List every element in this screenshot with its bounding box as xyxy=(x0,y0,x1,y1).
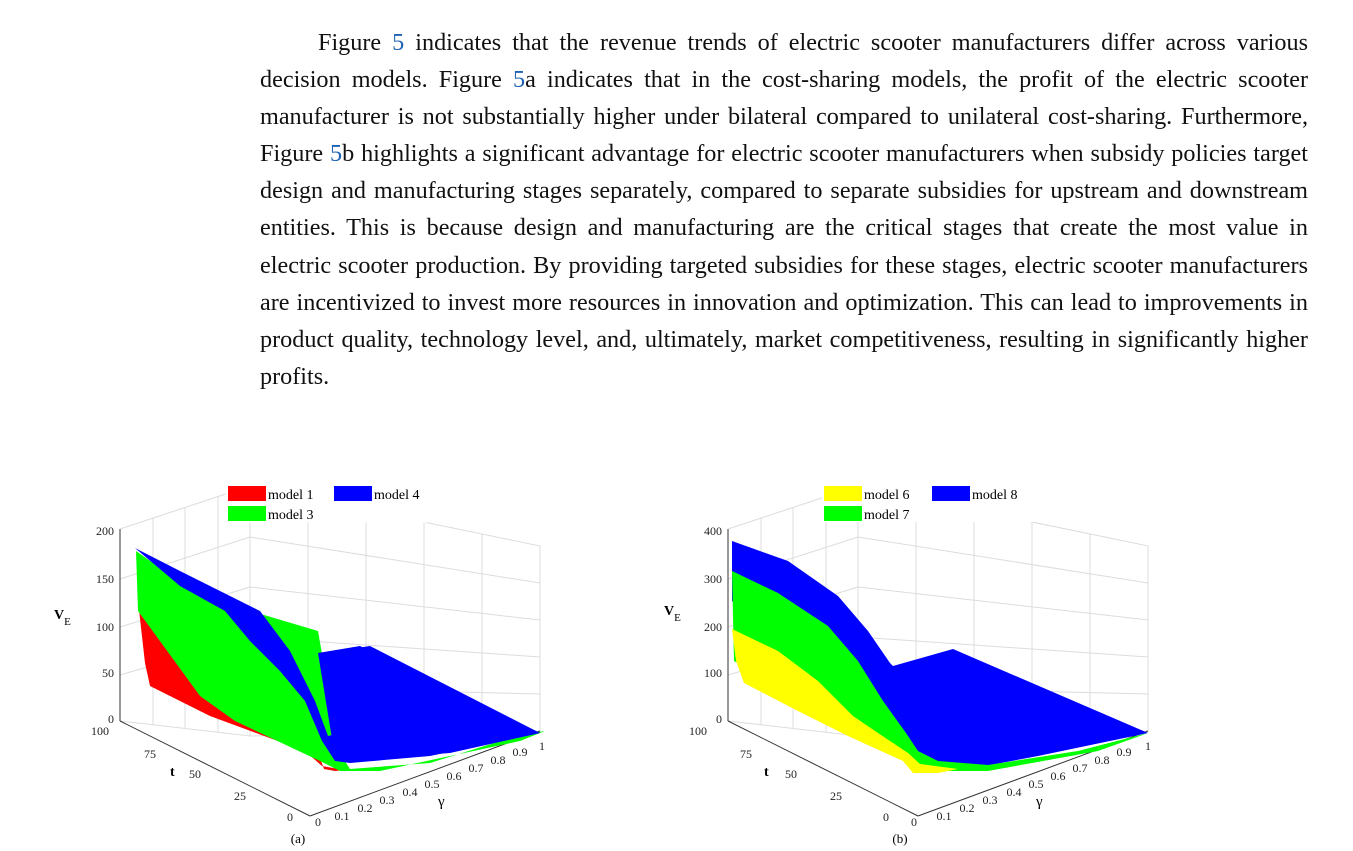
chart-a-ztick: 150 xyxy=(96,572,114,586)
surface-model-8 xyxy=(732,541,1148,771)
paragraph-text-2: a indicates that in the cost-sharing mod… xyxy=(260,66,1308,168)
chart-a-ztick: 50 xyxy=(102,666,114,680)
chart-a-gtick: 0.4 xyxy=(403,785,418,799)
chart-b-ttick: 50 xyxy=(785,767,797,781)
legend-swatch-model-6 xyxy=(824,486,862,501)
legend-label-model-3: model 3 xyxy=(268,508,314,523)
chart-b-ztick: 100 xyxy=(704,666,722,680)
legend-swatch-model-4 xyxy=(334,486,372,501)
chart-b-legend: model 6 model 8 model 7 xyxy=(822,484,1042,523)
chart-b-gtick: 0.4 xyxy=(1007,785,1022,799)
chart-b-gtick: 0.1 xyxy=(937,809,952,823)
surface-model-7 xyxy=(732,571,1148,771)
chart-a-zlabel: VE xyxy=(54,608,71,628)
chart-b-ztick: 200 xyxy=(704,620,722,634)
chart-a-gtick: 0.7 xyxy=(469,761,484,775)
chart-a-gtick: 0.5 xyxy=(425,777,440,791)
chart-a-ztick: 0 xyxy=(108,712,114,726)
chart-a-gtick: 0.3 xyxy=(380,793,395,807)
chart-b-ztick: 400 xyxy=(704,524,722,538)
legend-swatch-model-1 xyxy=(228,486,266,501)
legend-swatch-model-3 xyxy=(228,506,266,521)
chart-b-xlabel: γ xyxy=(1035,794,1043,810)
chart-b-ttick: 25 xyxy=(830,789,842,803)
chart-b-ztick: 0 xyxy=(716,712,722,726)
chart-a-panel-label: (a) xyxy=(291,831,305,846)
chart-a-ylabel: t xyxy=(170,765,175,780)
chart-a-ttick: 50 xyxy=(189,767,201,781)
chart-a-gtick: 0.8 xyxy=(491,753,506,767)
body-paragraph: Figure 5 indicates that the revenue tren… xyxy=(260,24,1308,395)
legend-label-model-8: model 8 xyxy=(972,488,1018,503)
chart-a-axes xyxy=(119,529,541,817)
chart-a-gtick: 0.9 xyxy=(513,745,528,759)
chart-b-zlabel: VE xyxy=(664,604,681,624)
chart-a-ttick: 100 xyxy=(91,724,109,738)
chart-a-gtick: 0.1 xyxy=(335,809,350,823)
chart-b-ttick: 100 xyxy=(689,724,707,738)
chart-a: 200 150 100 50 0 100 75 50 25 0 t 0 0.1 … xyxy=(54,483,545,846)
chart-a-ttick: 25 xyxy=(234,789,246,803)
chart-b-gtick: 1 xyxy=(1145,739,1151,753)
legend-swatch-model-7 xyxy=(824,506,862,521)
chart-b-gtick: 0.2 xyxy=(960,801,975,815)
legend-label-model-1: model 1 xyxy=(268,488,314,503)
chart-a-gtick: 0 xyxy=(315,815,321,829)
legend-label-model-6: model 6 xyxy=(864,488,910,503)
figure-ref-link-a[interactable]: 5 xyxy=(513,66,526,94)
surface-model-3 xyxy=(136,551,545,771)
chart-b-ttick: 75 xyxy=(740,747,752,761)
chart-b-ztick: 300 xyxy=(704,572,722,586)
paragraph-text-3: b highlights a significant advantage for… xyxy=(260,140,1309,390)
chart-b-gtick: 0.9 xyxy=(1117,745,1132,759)
figure-ref-link[interactable]: 5 xyxy=(392,29,405,56)
paragraph-text-1: indicates that the revenue trends of ele… xyxy=(260,29,1309,94)
chart-b: 400 300 200 100 0 100 75 50 25 0 t 0 0.1… xyxy=(664,484,1151,846)
figure-word: Figure xyxy=(318,29,382,56)
chart-a-legend: model 1 model 4 model 3 xyxy=(225,483,441,523)
chart-a-gtick: 0.2 xyxy=(358,801,373,815)
chart-b-gtick: 0.6 xyxy=(1051,769,1066,783)
chart-b-gtick: 0.8 xyxy=(1095,753,1110,767)
chart-b-gtick: 0.5 xyxy=(1029,777,1044,791)
chart-a-gtick: 0.6 xyxy=(447,769,462,783)
surface-model-4-rear xyxy=(318,646,540,761)
chart-a-xlabel: γ xyxy=(437,794,445,810)
chart-a-ztick: 100 xyxy=(96,620,114,634)
chart-b-gtick: 0.7 xyxy=(1073,761,1088,775)
legend-label-model-4: model 4 xyxy=(374,488,420,503)
chart-b-gtick: 0.3 xyxy=(983,793,998,807)
chart-a-gtick: 1 xyxy=(539,739,545,753)
chart-a-ttick: 0 xyxy=(287,810,293,824)
chart-b-ylabel: t xyxy=(764,765,769,780)
figure-ref-link-b[interactable]: 5 xyxy=(330,140,343,168)
surface-model-6 xyxy=(732,629,958,773)
legend-label-model-7: model 7 xyxy=(864,508,910,523)
chart-b-ttick: 0 xyxy=(883,810,889,824)
chart-a-ttick: 75 xyxy=(144,747,156,761)
chart-a-ztick: 200 xyxy=(96,524,114,538)
legend-swatch-model-8 xyxy=(932,486,970,501)
chart-b-panel-label: (b) xyxy=(892,831,907,846)
chart-b-gtick: 0 xyxy=(911,815,917,829)
